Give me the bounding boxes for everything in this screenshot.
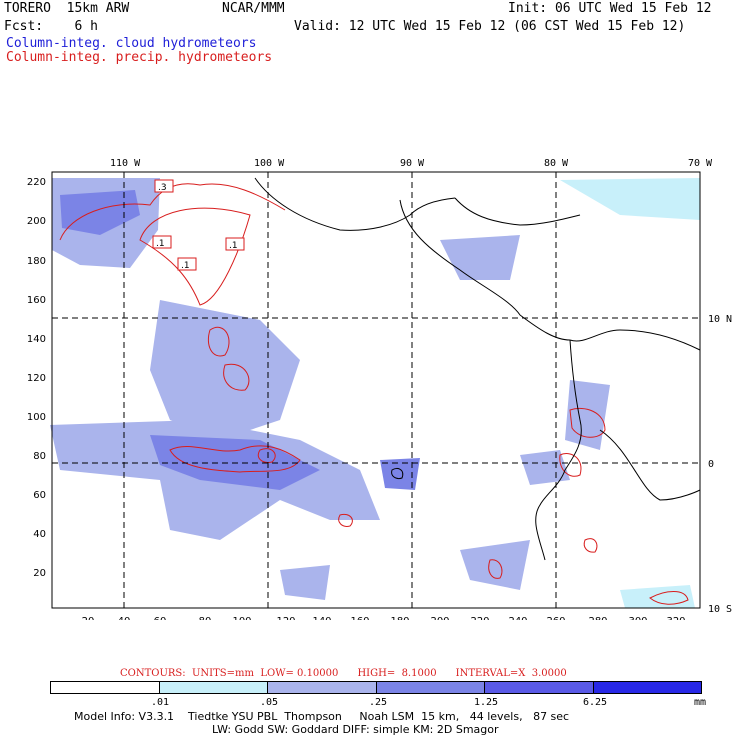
- svg-text:100: 100: [27, 412, 46, 423]
- colorbar-tick: 1.25: [474, 697, 499, 708]
- bottom-axis-labels: 20 40 60 80 100 120 140 160 180 200 220 …: [82, 616, 686, 620]
- cloud-hydrometeor-shading: [50, 178, 700, 608]
- valid-time: Valid: 12 UTC Wed 15 Feb 12 (06 CST Wed …: [294, 19, 686, 34]
- model-info-line-1: Model Info: V3.3.1 Tiedtke YSU PBL Thomp…: [74, 710, 570, 723]
- field-precip-label: Column-integ. precip. hydrometeors: [6, 50, 273, 65]
- svg-text:260: 260: [546, 616, 565, 620]
- svg-text:200: 200: [430, 616, 449, 620]
- svg-text:110 W: 110 W: [110, 158, 141, 169]
- contour-label: .1: [229, 241, 238, 251]
- svg-text:120: 120: [276, 616, 295, 620]
- model-info-line-2: LW: Godd SW: Goddard DIFF: simple KM: 2D…: [212, 723, 499, 736]
- svg-text:140: 140: [312, 616, 331, 620]
- left-axis-labels: 220 200 180 160 140 120 100 80 60 40 20: [27, 177, 46, 579]
- svg-text:20: 20: [33, 568, 46, 579]
- svg-text:70 W: 70 W: [688, 158, 713, 169]
- svg-text:200: 200: [27, 216, 46, 227]
- svg-text:60: 60: [154, 616, 167, 620]
- svg-text:80 W: 80 W: [544, 158, 569, 169]
- svg-text:140: 140: [27, 334, 46, 345]
- top-lon-labels: 110 W 100 W 90 W 80 W 70 W: [110, 158, 713, 169]
- contour-labels: .3 .1 .1 .1: [152, 179, 245, 271]
- colorbar: [50, 681, 702, 694]
- colorbar-segment: [593, 682, 701, 693]
- forecast-hour: Fcst: 6 h: [4, 19, 98, 34]
- svg-text:160: 160: [350, 616, 369, 620]
- svg-text:280: 280: [588, 616, 607, 620]
- svg-text:180: 180: [27, 256, 46, 267]
- center-name: NCAR/MMM: [222, 1, 285, 16]
- colorbar-tick: 6.25: [583, 697, 608, 708]
- right-lat-labels: 10 N 0 10 S: [708, 314, 732, 615]
- svg-text:220: 220: [27, 177, 46, 188]
- svg-text:0: 0: [708, 459, 714, 470]
- forecast-map: .3 .1 .1 .1 110 W 100 W 90 W 80 W 70 W: [27, 158, 732, 620]
- svg-text:320: 320: [666, 616, 685, 620]
- svg-text:180: 180: [390, 616, 409, 620]
- svg-text:100 W: 100 W: [254, 158, 285, 169]
- svg-text:300: 300: [628, 616, 647, 620]
- contour-label: .1: [181, 261, 190, 271]
- svg-text:120: 120: [27, 373, 46, 384]
- colorbar-tick: .25: [369, 697, 388, 708]
- svg-text:90 W: 90 W: [400, 158, 425, 169]
- contour-label: .3: [158, 183, 167, 193]
- colorbar-unit: mm: [694, 697, 707, 708]
- model-title: TORERO 15km ARW: [4, 1, 130, 16]
- svg-text:40: 40: [33, 529, 46, 540]
- svg-text:20: 20: [82, 616, 95, 620]
- colorbar-segment: [485, 682, 594, 693]
- svg-text:10 N: 10 N: [708, 314, 732, 325]
- svg-text:100: 100: [232, 616, 251, 620]
- contours-info: CONTOURS: UNITS=mm LOW= 0.10000 HIGH= 8.…: [120, 668, 567, 679]
- svg-text:220: 220: [470, 616, 489, 620]
- svg-text:80: 80: [199, 616, 212, 620]
- svg-text:160: 160: [27, 295, 46, 306]
- coastlines: [254, 177, 701, 561]
- svg-text:10 S: 10 S: [708, 604, 732, 615]
- colorbar-tick: .05: [260, 697, 279, 708]
- colorbar-segment: [268, 682, 377, 693]
- colorbar-segment: [159, 682, 268, 693]
- lat-lon-grid: [52, 172, 700, 608]
- colorbar-tick: .01: [151, 697, 170, 708]
- svg-text:240: 240: [508, 616, 527, 620]
- init-time: Init: 06 UTC Wed 15 Feb 12: [508, 1, 712, 16]
- colorbar-segment: [376, 682, 485, 693]
- svg-text:40: 40: [118, 616, 131, 620]
- svg-text:60: 60: [33, 490, 46, 501]
- field-cloud-label: Column-integ. cloud hydrometeors: [6, 36, 257, 51]
- colorbar-segment: [51, 682, 160, 693]
- svg-text:80: 80: [33, 451, 46, 462]
- map-frame: [51, 171, 701, 609]
- contour-label: .1: [156, 239, 165, 249]
